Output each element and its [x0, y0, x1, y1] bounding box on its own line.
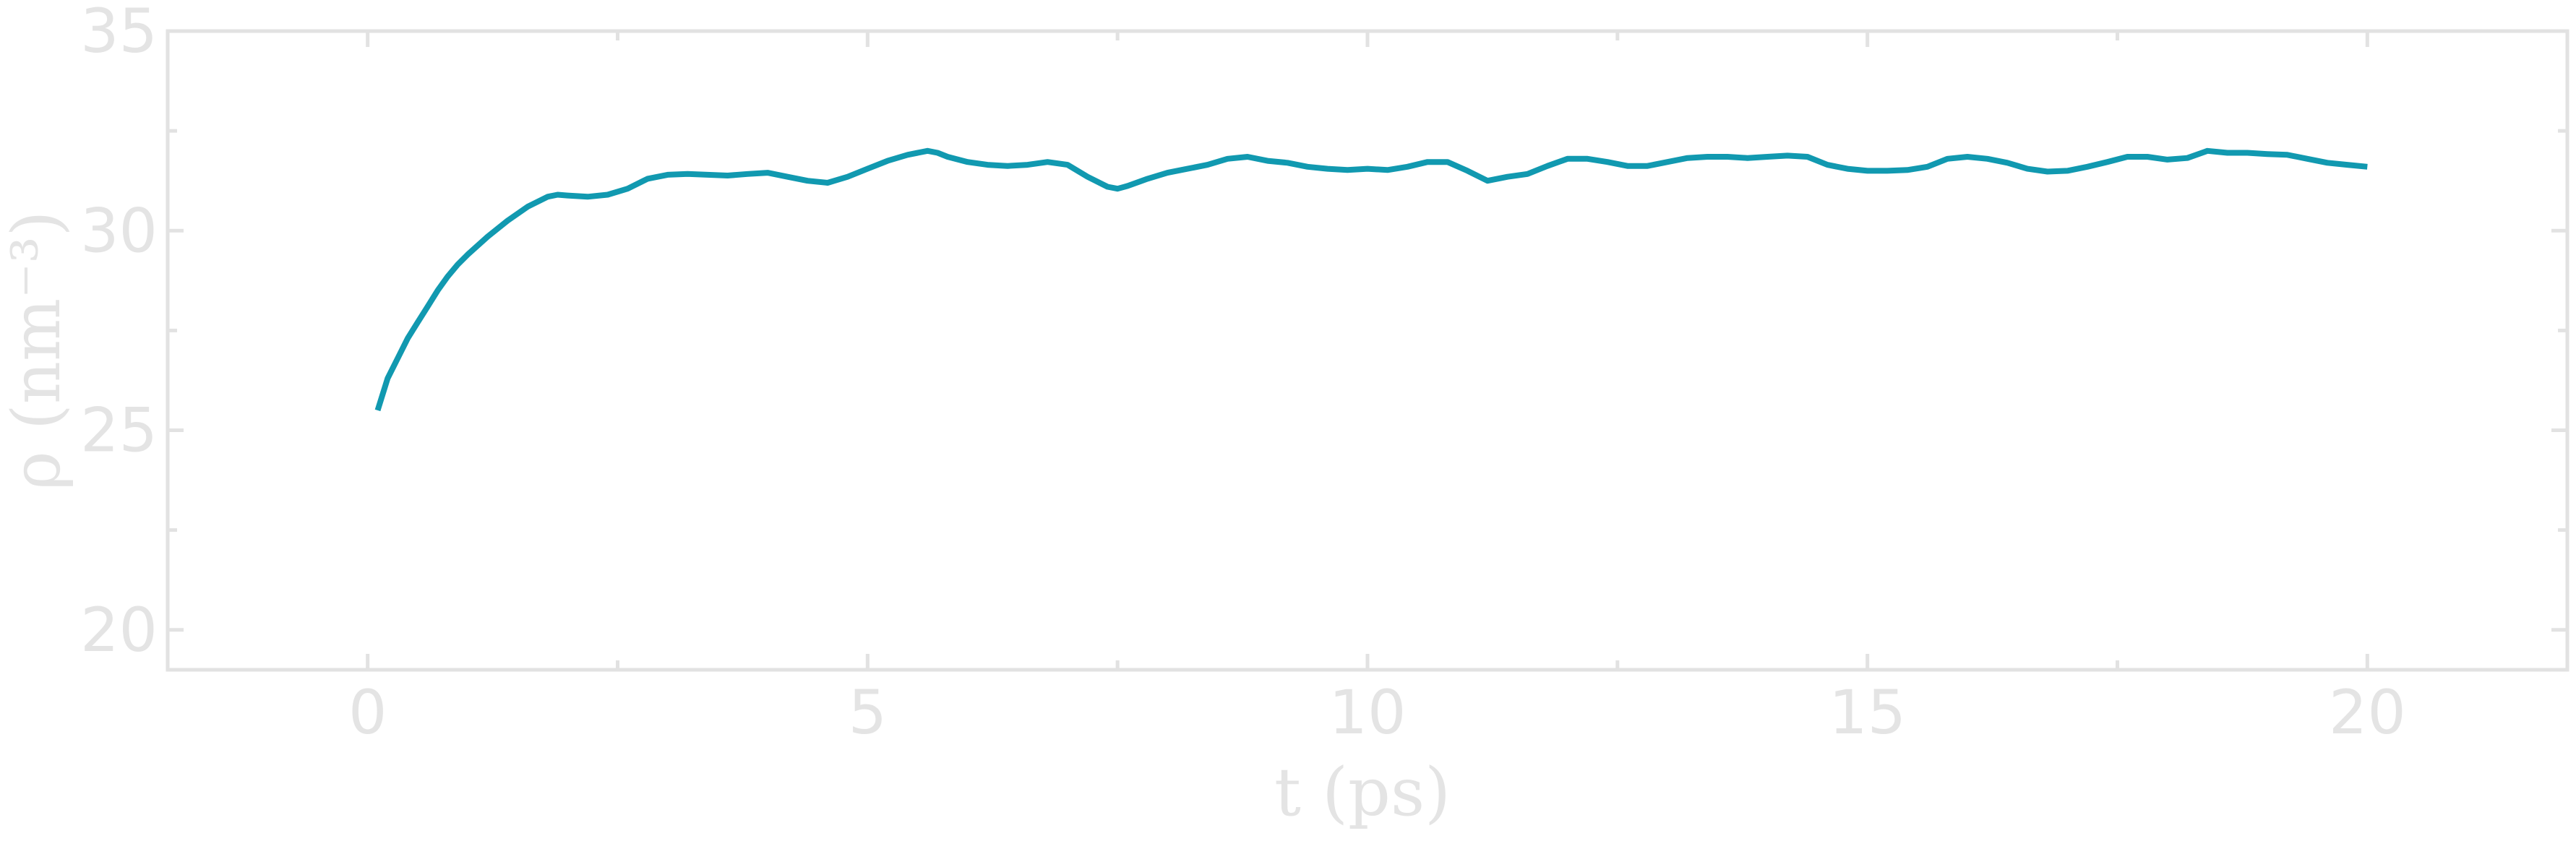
- y-tick-label: 20: [80, 595, 158, 665]
- x-axis-label: t (ps): [1274, 754, 1451, 831]
- x-tick-label: 0: [348, 677, 387, 748]
- axis-ticks: [168, 29, 2567, 670]
- plot-frame: [166, 29, 2569, 672]
- x-tick-label: 20: [2329, 677, 2406, 748]
- x-tick-label: 5: [849, 677, 887, 748]
- x-tick-label: 10: [1329, 677, 1407, 748]
- density-series-line: [374, 147, 2368, 412]
- y-tick-label: 25: [80, 395, 158, 466]
- tick-labels: 0 5 10 15 20 20 25 30 35: [80, 0, 2406, 748]
- y-axis-label: ρ (nm⁻³): [0, 210, 75, 490]
- y-tick-label: 35: [80, 0, 158, 66]
- y-tick-label: 30: [80, 195, 158, 266]
- x-tick-label: 15: [1829, 677, 1906, 748]
- series-layer: [374, 147, 2368, 412]
